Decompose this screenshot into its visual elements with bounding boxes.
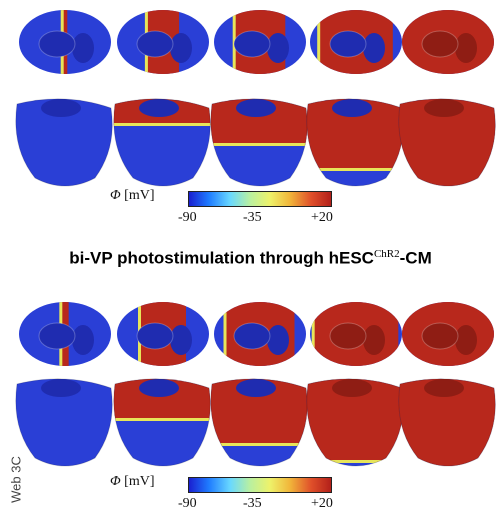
top-base-heart-3 bbox=[214, 10, 306, 74]
top-side-heart-2 bbox=[113, 98, 211, 187]
side-label: Web 3C bbox=[8, 456, 24, 503]
colorbar-label-top: Φ [mV] bbox=[110, 188, 155, 203]
colorbar-bottom bbox=[188, 477, 332, 493]
bottom-base-heart-4 bbox=[310, 302, 402, 366]
section-title: bi-VP photostimulation through hESCChR2-… bbox=[69, 248, 432, 268]
colorbar-tick-min-bottom: -90 bbox=[178, 496, 197, 511]
colorbar-tick-max-top: +20 bbox=[311, 210, 333, 225]
bottom-base-heart-2 bbox=[117, 302, 209, 366]
top-side-heart-3 bbox=[210, 98, 308, 187]
bottom-base-heart-3 bbox=[214, 302, 306, 366]
bottom-base-heart-5 bbox=[402, 302, 494, 366]
top-side-heart-5 bbox=[398, 98, 496, 187]
colorbar-tick-mid-bottom: -35 bbox=[243, 496, 262, 511]
bottom-side-heart-3 bbox=[210, 378, 308, 467]
colorbar-tick-max-bottom: +20 bbox=[311, 496, 333, 511]
top-base-heart-2 bbox=[117, 10, 209, 74]
top-side-heart-4 bbox=[306, 98, 404, 187]
colorbar-label-bottom: Φ [mV] bbox=[110, 474, 155, 489]
colorbar-tick-mid-top: -35 bbox=[243, 210, 262, 225]
top-base-heart-4 bbox=[310, 10, 402, 74]
top-heart-grid bbox=[15, 10, 496, 187]
bottom-side-heart-1 bbox=[15, 378, 113, 467]
bottom-side-heart-4 bbox=[306, 378, 404, 467]
top-base-heart-1 bbox=[19, 10, 111, 74]
bottom-base-heart-1 bbox=[19, 302, 111, 366]
bottom-heart-grid bbox=[15, 302, 496, 467]
colorbar-top bbox=[188, 191, 332, 207]
colorbar-tick-min-top: -90 bbox=[178, 210, 197, 225]
top-base-heart-5 bbox=[402, 10, 494, 74]
bottom-side-heart-5 bbox=[398, 378, 496, 467]
bottom-side-heart-2 bbox=[113, 378, 211, 467]
top-side-heart-1 bbox=[15, 98, 113, 187]
